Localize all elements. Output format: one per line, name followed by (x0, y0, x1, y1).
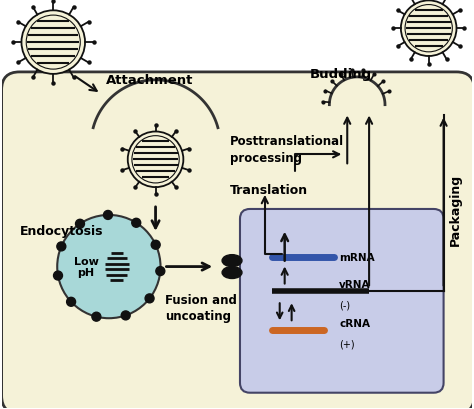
Circle shape (57, 242, 66, 251)
Circle shape (151, 240, 160, 249)
Text: mRNA: mRNA (339, 252, 375, 262)
Circle shape (128, 132, 183, 188)
Circle shape (54, 272, 63, 280)
Circle shape (156, 267, 165, 276)
Circle shape (121, 311, 130, 320)
Circle shape (132, 219, 141, 228)
Circle shape (57, 216, 161, 319)
Text: Endocytosis: Endocytosis (19, 225, 103, 238)
Polygon shape (93, 81, 218, 128)
Text: Packaging: Packaging (448, 173, 462, 245)
Circle shape (145, 294, 154, 303)
Circle shape (401, 1, 456, 57)
Circle shape (21, 11, 85, 75)
Text: cRNA: cRNA (339, 318, 370, 328)
Text: Posttranslational
processing: Posttranslational processing (230, 135, 344, 165)
Text: vRNA: vRNA (339, 280, 371, 290)
Text: Budding: Budding (310, 68, 372, 81)
Text: (+): (+) (339, 338, 355, 348)
Text: Translation: Translation (230, 183, 308, 196)
Text: (-): (-) (339, 300, 350, 310)
Text: Low
pH: Low pH (73, 256, 99, 278)
FancyBboxPatch shape (240, 209, 444, 393)
Ellipse shape (222, 255, 242, 267)
Ellipse shape (222, 267, 242, 279)
Circle shape (75, 220, 84, 229)
Circle shape (103, 211, 112, 220)
Polygon shape (329, 78, 385, 106)
Text: Fusion and
uncoating: Fusion and uncoating (165, 294, 237, 323)
FancyBboxPatch shape (1, 73, 474, 409)
Circle shape (92, 312, 101, 321)
Text: Attachment: Attachment (106, 74, 193, 87)
Circle shape (67, 298, 75, 306)
